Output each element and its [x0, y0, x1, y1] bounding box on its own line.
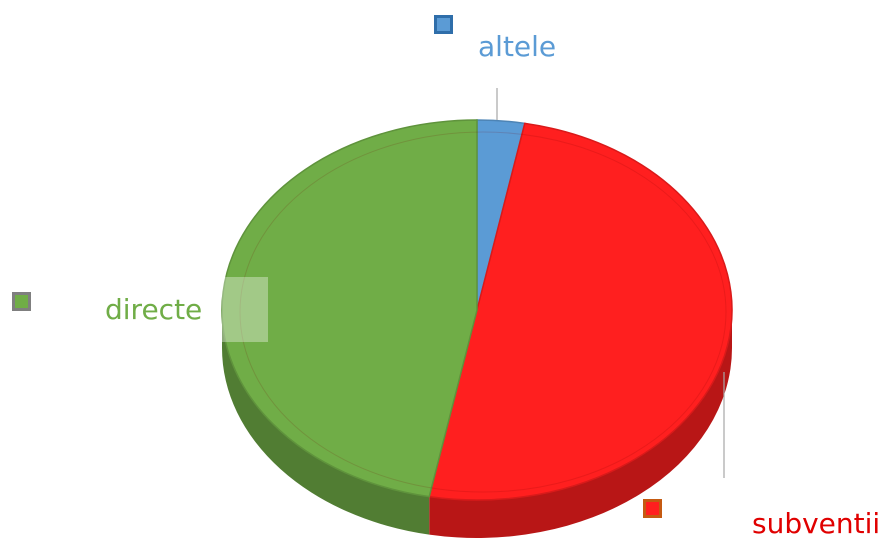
pie-side-subventii	[429, 310, 732, 538]
data-label-directe: directe	[105, 293, 203, 326]
legend-swatch-subventii	[643, 499, 662, 518]
legend-swatch-altele	[434, 15, 453, 34]
pie-side-directe	[222, 310, 430, 535]
pie-top-layer	[221, 119, 733, 501]
data-label-subventii: subventii	[752, 507, 881, 540]
pie-slice-directe	[221, 119, 478, 498]
pie-rim-highlight	[239, 131, 727, 493]
data-label-altele: altele	[478, 30, 557, 63]
leader-lines	[496, 88, 725, 478]
pie-depth-layer	[222, 310, 732, 538]
pie-slice-subventii	[428, 122, 733, 501]
legend-swatch-directe	[12, 292, 31, 311]
